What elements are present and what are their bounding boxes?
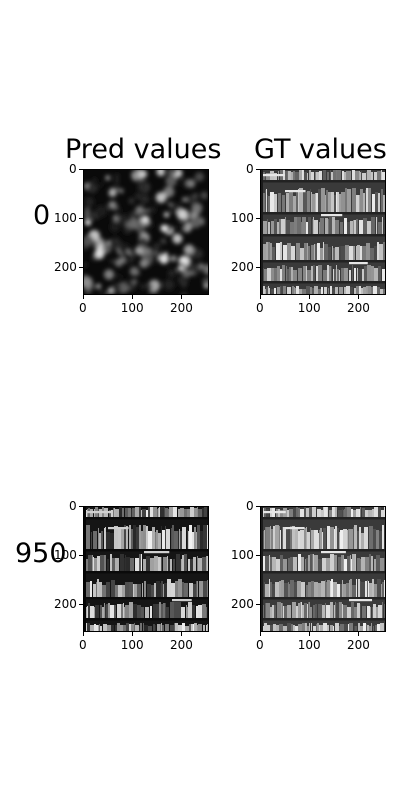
y-tick-label: 100 [54,548,77,563]
y-tick-mark [256,168,260,170]
x-tick-label: 200 [346,638,370,652]
y-tick-label: 200 [231,260,254,275]
row-label-0: 0 [33,200,51,231]
panel-row0-gt [260,169,386,295]
y-tick-mark [256,554,260,556]
gt-image-row0 [261,170,385,294]
y-tick-mark [79,505,83,507]
y-tick-label: 200 [54,260,77,275]
y-tick-label: 100 [231,211,254,226]
y-tick-mark [256,217,260,219]
x-tick-mark [357,632,359,636]
column-title-pred: Pred values [65,134,222,165]
y-tick-mark [256,505,260,507]
y-tick-label: 100 [54,211,77,226]
y-tick-mark [79,217,83,219]
y-tick-label: 200 [231,597,254,612]
x-tick-label: 0 [256,301,264,315]
x-tick-label: 100 [297,638,321,652]
x-tick-mark [180,295,182,299]
x-tick-label: 0 [256,638,264,652]
x-tick-label: 200 [346,301,370,315]
y-tick-mark [79,168,83,170]
x-tick-mark [131,632,133,636]
x-tick-label: 200 [169,638,193,652]
panel-row1-pred [83,506,209,632]
y-tick-label: 0 [246,499,254,513]
row-label-950: 950 [15,538,67,569]
x-tick-mark [82,295,84,299]
x-tick-mark [180,632,182,636]
x-tick-label: 100 [120,638,144,652]
x-tick-mark [308,632,310,636]
gt-image-row1 [261,507,385,631]
x-tick-mark [259,295,261,299]
y-tick-label: 100 [231,548,254,563]
y-tick-mark [256,266,260,268]
panel-row0-pred [83,169,209,295]
x-tick-label: 100 [120,301,144,315]
x-tick-mark [82,632,84,636]
y-tick-mark [256,603,260,605]
pred-image-row1 [84,507,208,631]
x-tick-mark [308,295,310,299]
y-tick-label: 200 [54,597,77,612]
x-tick-label: 0 [79,638,87,652]
y-tick-mark [79,266,83,268]
y-tick-label: 0 [246,162,254,176]
y-tick-label: 0 [69,162,77,176]
y-tick-label: 0 [69,499,77,513]
x-tick-label: 100 [297,301,321,315]
x-tick-mark [131,295,133,299]
y-tick-mark [79,603,83,605]
x-tick-label: 0 [79,301,87,315]
pred-image-row0 [84,170,208,294]
x-tick-mark [357,295,359,299]
column-title-gt: GT values [254,134,387,165]
y-tick-mark [79,554,83,556]
x-tick-label: 200 [169,301,193,315]
panel-row1-gt [260,506,386,632]
x-tick-mark [259,632,261,636]
